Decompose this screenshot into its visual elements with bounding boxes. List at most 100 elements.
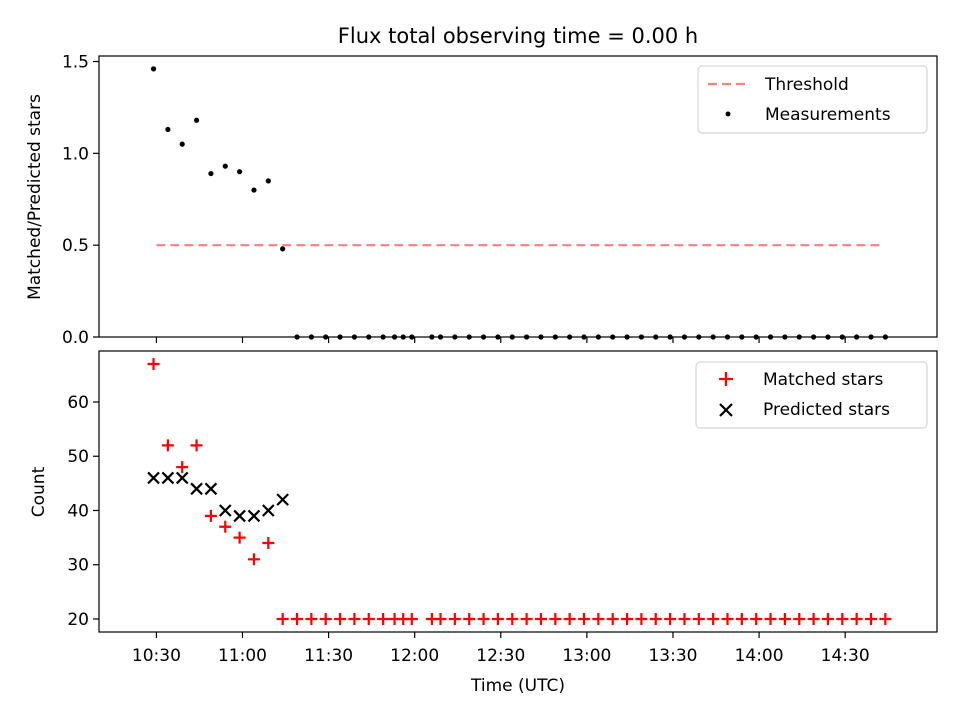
- measurement-point: [265, 178, 271, 184]
- ratio-y-tick-label: 0.0: [62, 328, 89, 348]
- matched-star-point: [721, 612, 734, 625]
- matched-star-point: [176, 461, 189, 474]
- matched-star-point: [549, 612, 562, 625]
- matched-star-point: [219, 520, 232, 533]
- matched-star-point: [707, 612, 720, 625]
- count-plot-panel: Count Time (UTC) 20 30 40 50 60 10:30 11:00 11:…: [29, 350, 938, 696]
- legend-matched-label: Matched stars: [763, 370, 883, 390]
- count-x-tick-label: 10:30: [132, 646, 181, 666]
- matched-star-point: [879, 612, 892, 625]
- count-plot-frame: [98, 350, 938, 633]
- legend-measurements-label: Measurements: [765, 105, 891, 125]
- predicted-star-point: [190, 482, 203, 496]
- matched-star-point: [204, 509, 217, 522]
- predicted-star-point: [262, 504, 275, 517]
- measurement-point: [193, 117, 200, 123]
- matched-star-point: [821, 612, 834, 625]
- count-y-tick-label: 30: [67, 556, 89, 576]
- matched-star-point: [305, 612, 318, 625]
- ratio-legend-box: [697, 65, 928, 134]
- count-y-axis-label: Count: [29, 466, 49, 517]
- matched-star-point: [592, 612, 605, 625]
- legend-threshold-label: Threshold: [764, 75, 849, 95]
- matched-star-point: [635, 612, 648, 625]
- matched-star-point: [692, 612, 705, 625]
- matched-star-point: [534, 612, 547, 625]
- matched-star-point: [850, 612, 863, 625]
- predicted-star-point: [247, 509, 261, 523]
- predicted-star-point: [147, 471, 160, 485]
- measurement-point: [165, 126, 171, 133]
- count-y-tick-label: 60: [67, 393, 89, 413]
- matched-star-point: [735, 612, 748, 625]
- ratio-legend: Threshold Measurements: [697, 65, 928, 134]
- count-x-tick-label: 11:00: [218, 646, 267, 666]
- matched-star-point: [334, 612, 347, 625]
- legend-measurements-marker: [725, 111, 731, 117]
- matched-star-point: [649, 612, 662, 625]
- ratio-plot-frame: [98, 55, 938, 338]
- count-x-tick-label: 13:30: [648, 646, 697, 666]
- measurement-point: [150, 66, 157, 72]
- matched-star-point: [147, 358, 160, 371]
- matched-star-point: [678, 612, 691, 625]
- predicted-star-point: [204, 482, 218, 496]
- matched-star-point: [233, 531, 246, 544]
- count-x-tick-label: 11:30: [304, 646, 353, 666]
- ratio-y-tick-label: 0.5: [62, 236, 89, 256]
- predicted-star-point: [233, 509, 246, 523]
- matched-star-point: [161, 439, 174, 452]
- count-x-tick-label: 12:00: [390, 646, 439, 666]
- measurement-point: [237, 169, 243, 175]
- chart-title: Flux total observing time = 0.00 h: [338, 24, 698, 48]
- measurement-point: [222, 163, 228, 169]
- predicted-star-point: [175, 471, 189, 485]
- matched-star-point: [520, 612, 533, 625]
- count-x-tick-label: 12:30: [476, 646, 525, 666]
- count-x-tick-label: 14:00: [735, 646, 784, 666]
- matched-star-point: [778, 612, 791, 625]
- count-y-tick-label: 40: [67, 501, 89, 521]
- count-legend: Matched stars Predicted stars: [695, 361, 928, 429]
- count-y-tick-label: 50: [67, 447, 89, 467]
- predicted-star-point: [218, 504, 232, 517]
- legend-predicted-marker: [719, 403, 733, 417]
- matched-star-point: [807, 612, 820, 625]
- matched-star-point: [793, 612, 806, 625]
- matched-star-point: [578, 612, 591, 625]
- matched-star-point: [606, 612, 619, 625]
- matched-star-point: [463, 612, 476, 625]
- matched-star-point: [377, 612, 390, 625]
- predicted-star-point: [161, 471, 175, 485]
- matched-star-point: [477, 612, 490, 625]
- count-x-tick-label: 14:30: [821, 646, 870, 666]
- matched-star-point: [348, 612, 361, 625]
- matched-star-point: [621, 612, 634, 625]
- measurement-point: [280, 246, 286, 252]
- count-y-tick-label: 20: [67, 610, 89, 630]
- matched-star-point: [319, 612, 332, 625]
- matched-star-point: [750, 612, 763, 625]
- matched-star-point: [836, 612, 849, 625]
- ratio-y-tick-label: 1.5: [62, 53, 89, 73]
- matched-star-point: [262, 537, 275, 550]
- matched-star-point: [448, 612, 461, 625]
- matched-star-point: [506, 612, 519, 625]
- measurement-point: [251, 187, 257, 193]
- legend-matched-marker: [719, 372, 733, 386]
- x-axis-label: Time (UTC): [470, 676, 565, 696]
- matched-star-point: [247, 553, 260, 566]
- matched-star-point: [190, 439, 203, 452]
- matched-star-point: [434, 612, 447, 625]
- matched-star-point: [405, 612, 418, 625]
- matched-star-point: [764, 612, 777, 625]
- count-legend-box: [695, 361, 928, 429]
- predicted-star-point: [276, 493, 289, 506]
- matched-star-point: [563, 612, 576, 625]
- matched-star-point: [664, 612, 677, 625]
- measurement-point: [208, 170, 214, 177]
- matched-star-point: [291, 612, 304, 625]
- matched-star-point: [491, 612, 504, 625]
- legend-predicted-label: Predicted stars: [763, 400, 890, 420]
- matched-star-point: [362, 612, 375, 625]
